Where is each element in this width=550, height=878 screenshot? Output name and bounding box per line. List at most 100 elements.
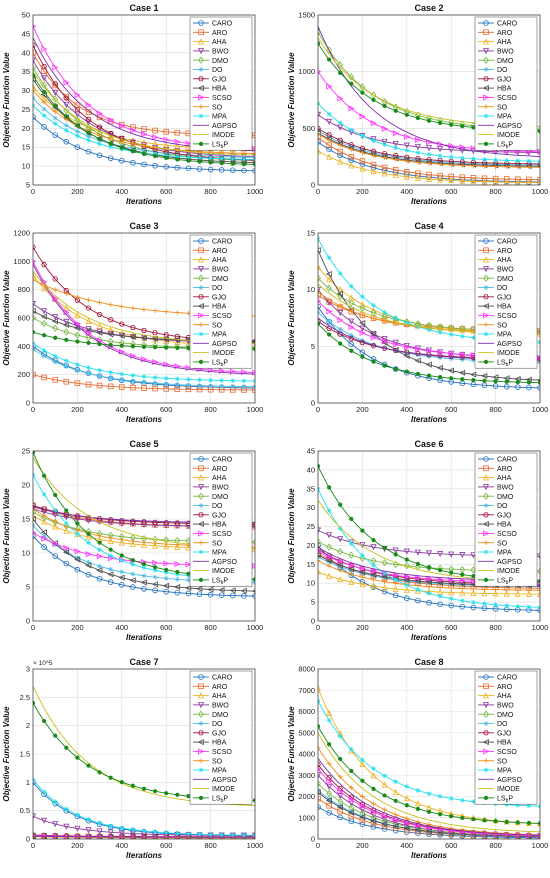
point-mpa [526, 158, 532, 164]
point-bwo [41, 75, 48, 82]
legend-marker-bwo [197, 484, 205, 491]
point-aro [337, 808, 343, 815]
y-tick-label: 5 [26, 181, 30, 190]
point-mpa [360, 133, 365, 139]
point-so [537, 330, 540, 336]
point-hba [174, 583, 181, 591]
point-bwo [74, 516, 81, 523]
legend-label-so: SO [212, 322, 223, 329]
point-ls-bp [537, 578, 540, 584]
point-hba [129, 577, 136, 584]
point-bwo [470, 552, 477, 559]
point-caro [152, 162, 158, 169]
legend-label-so: SO [212, 104, 223, 111]
point-bwo [381, 335, 388, 343]
point-gjo [63, 288, 70, 294]
point-so [41, 99, 47, 105]
point-aro [85, 381, 92, 388]
point-hba [207, 586, 214, 593]
point-aha [414, 800, 421, 807]
point-bwo [118, 520, 125, 527]
legend-marker-caro [483, 456, 489, 462]
point-mpa [448, 332, 454, 337]
x-tick-label: 1000 [532, 623, 549, 632]
point-mpa [86, 817, 91, 822]
y-axis-label: Objective Function Value [287, 488, 296, 584]
axis-exponent: × 10^5 [33, 660, 53, 667]
point-ls-bp [526, 820, 532, 826]
point-ls-bp [108, 141, 113, 146]
x-axis-label: Iterations [411, 415, 448, 424]
point-ls-bp [108, 342, 113, 348]
point-ls-bp [175, 157, 180, 162]
legend-label-scso: SCSO [497, 313, 517, 320]
legend-marker-mpa [483, 331, 489, 337]
point-aha [359, 301, 366, 308]
legend-marker-aha [482, 692, 490, 699]
point-so [141, 835, 147, 839]
panel-case-6: Case 6 0 200 400 600 800 1000 0 5 10 15 20 25 30 35 40 4… [287, 439, 548, 642]
x-tick-label: 200 [71, 841, 84, 850]
point-hba [470, 831, 477, 838]
point-ls-bp [438, 120, 443, 126]
series-line-aro [318, 137, 540, 181]
point-caro [503, 383, 510, 390]
legend-marker-aro [483, 465, 489, 472]
series-line-imode [33, 71, 255, 156]
legend-marker-dmo [198, 710, 204, 718]
point-do [75, 128, 80, 134]
point-do [404, 350, 410, 356]
point-so [393, 321, 399, 326]
point-ls-bp [438, 568, 443, 573]
legend-label-dmo: DMO [212, 712, 229, 719]
point-do [219, 383, 225, 389]
y-tick-label: 0.5 [20, 806, 30, 815]
legend-label-agpso: AGPSO [497, 123, 522, 130]
point-hba [325, 270, 332, 278]
point-mpa [482, 601, 487, 607]
point-hba [370, 817, 377, 824]
x-axis-label: Iterations [126, 633, 163, 642]
legend-marker-mpa [198, 113, 204, 119]
point-so [526, 164, 532, 170]
point-mpa [504, 802, 510, 808]
point-bwo [318, 772, 322, 779]
series-line-agpso [318, 26, 540, 157]
legend-label-ls-bp: LSbP [212, 360, 228, 369]
point-aha [174, 339, 181, 346]
point-mpa [241, 156, 247, 162]
point-gjo [74, 297, 81, 303]
point-aro [63, 378, 70, 385]
point-aha [381, 584, 388, 591]
legend-marker-scso [198, 312, 205, 319]
point-ls-bp [515, 820, 520, 825]
y-tick-label: 10 [307, 285, 315, 294]
point-dmo [537, 567, 540, 575]
point-caro [381, 167, 388, 174]
point-scso [252, 369, 255, 376]
point-mpa [371, 766, 376, 772]
legend-label-hba: HBA [212, 740, 227, 747]
x-tick-label: 200 [71, 623, 84, 632]
point-hba [425, 828, 432, 835]
point-hba [118, 574, 125, 581]
point-ls-bp [327, 332, 332, 337]
series-line-hba [318, 249, 540, 381]
point-scso [470, 145, 477, 152]
point-ls-bp [241, 161, 246, 167]
point-mpa [493, 602, 498, 608]
legend-label-dmo: DMO [212, 276, 229, 283]
legend-marker-so [483, 540, 489, 546]
legend-marker-caro [198, 238, 204, 244]
legend-marker-bwo [482, 48, 490, 55]
point-so [52, 109, 58, 115]
point-mpa [515, 802, 521, 808]
point-gjo [163, 520, 170, 526]
point-scso [459, 144, 466, 151]
point-so [326, 297, 332, 302]
point-mpa [130, 562, 136, 567]
point-aha [481, 590, 488, 597]
point-scso [459, 351, 466, 358]
point-so [33, 277, 36, 283]
point-gjo [381, 345, 388, 351]
